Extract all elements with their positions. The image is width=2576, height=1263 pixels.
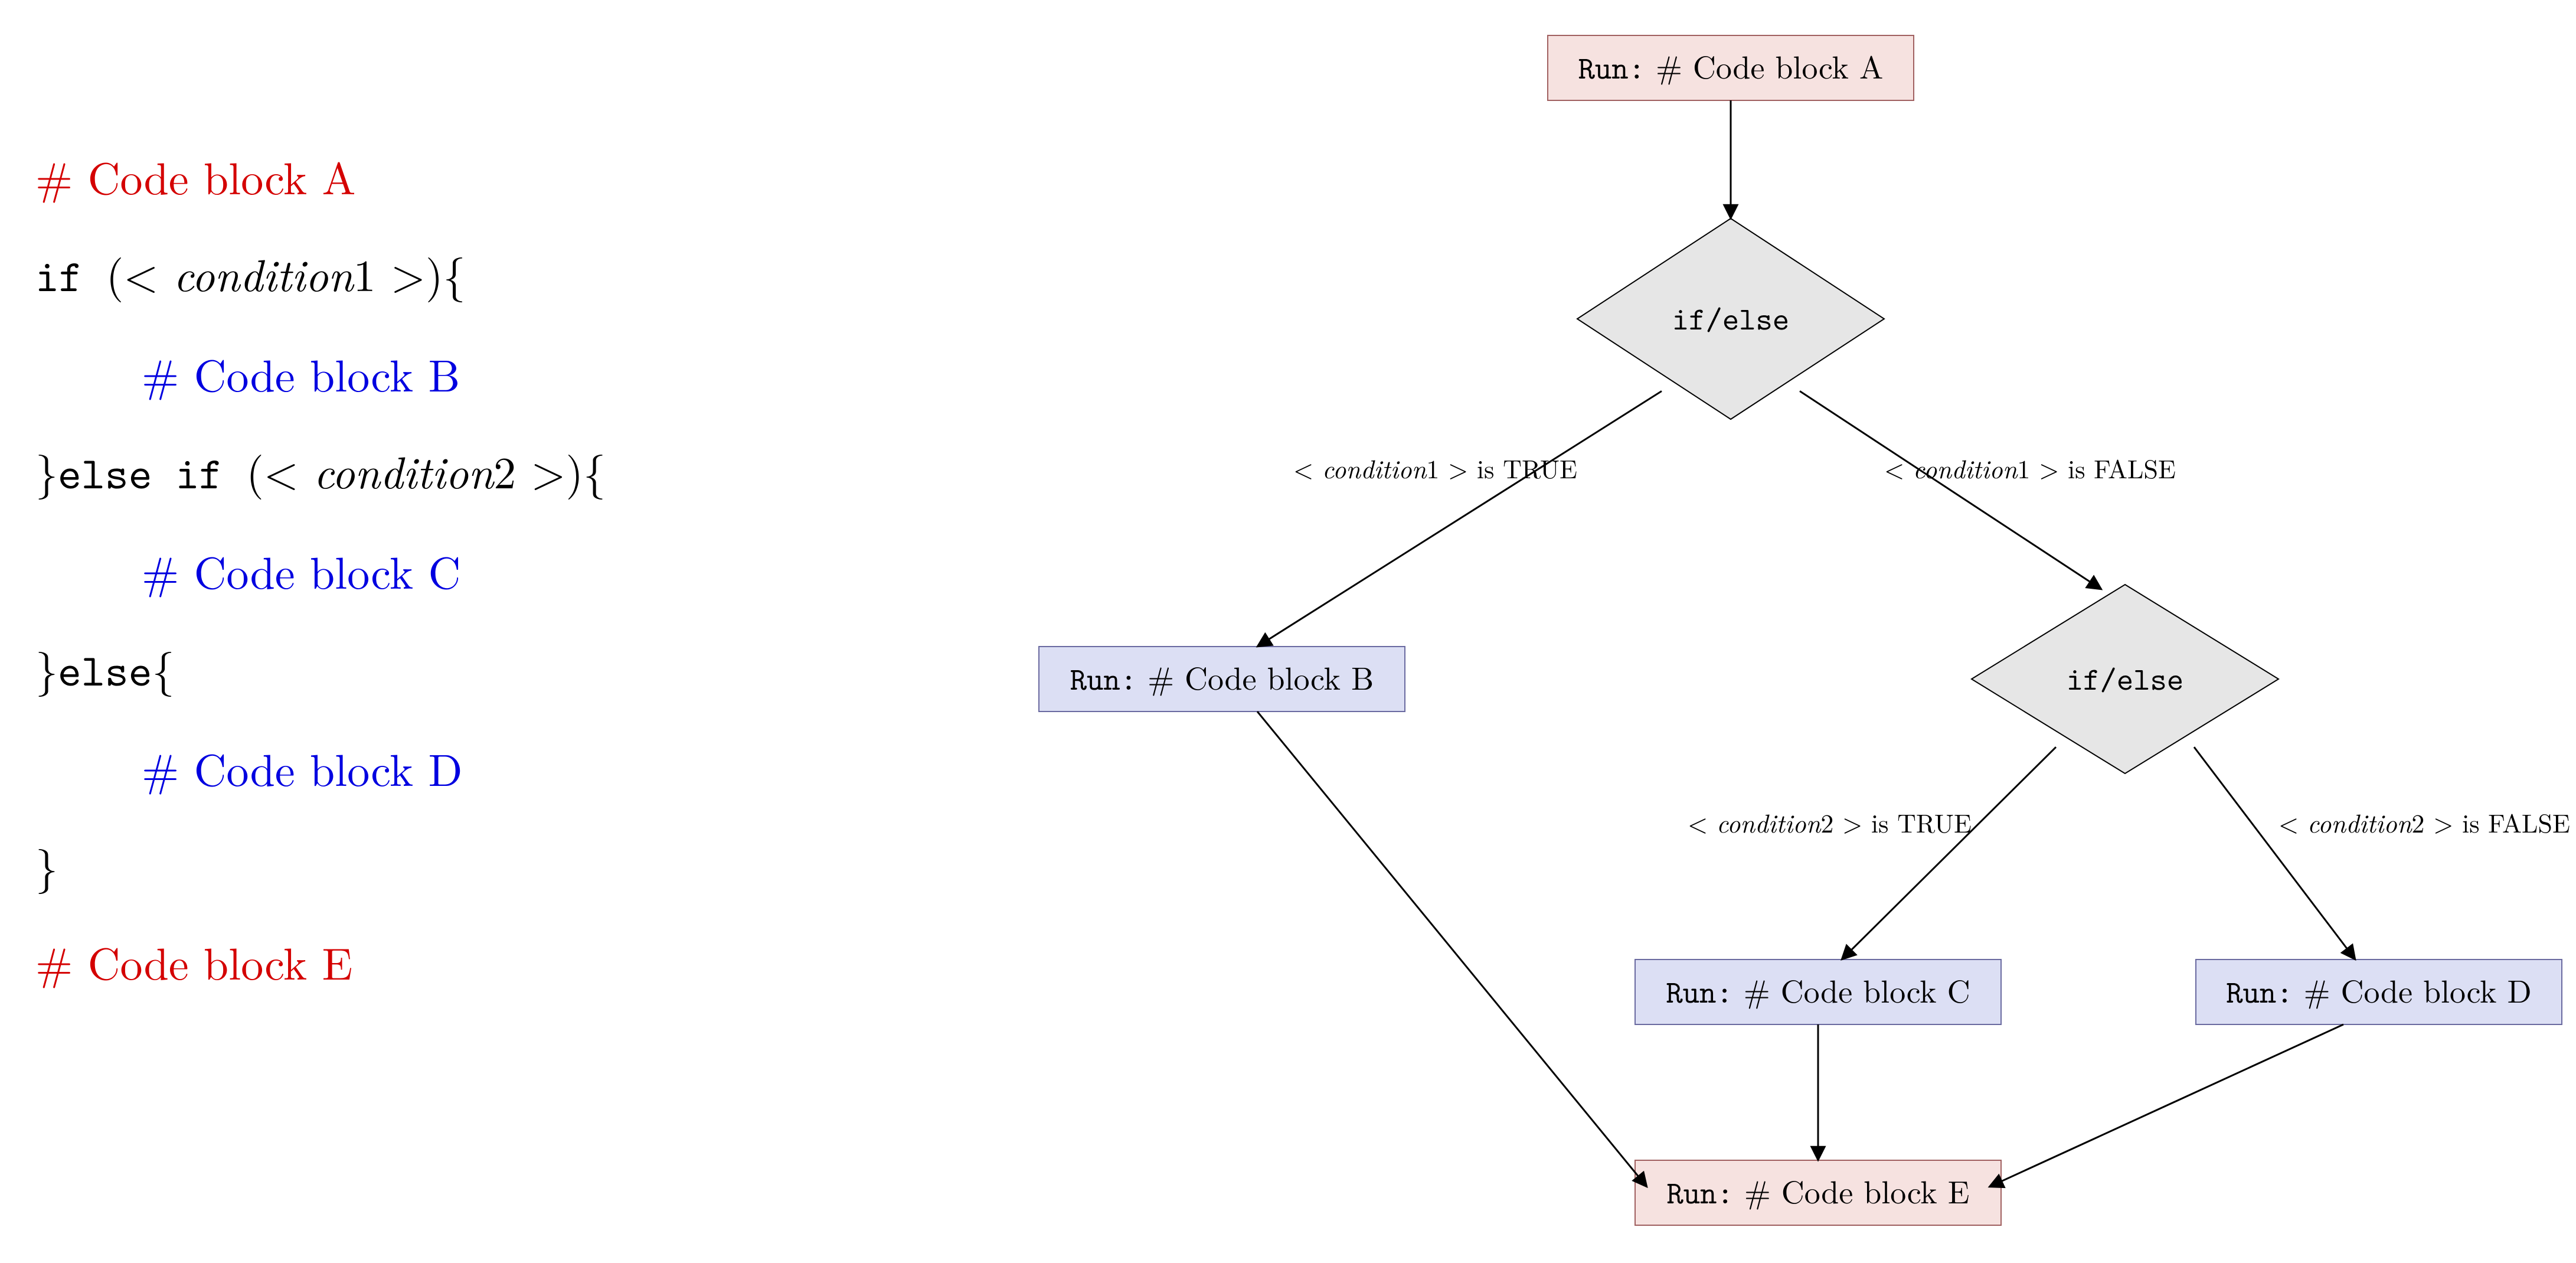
code-line-finalclose: } — [35, 842, 862, 887]
keyword-elseif: else if — [58, 443, 246, 503]
brace-open-2: { — [583, 438, 606, 502]
brace-close-2: } — [35, 635, 58, 699]
paren-close-2: >) — [516, 438, 583, 502]
condition1-num: 1 — [354, 241, 376, 305]
code-line-b: # Code block B — [142, 351, 862, 396]
code-line-else: }else{ — [35, 645, 862, 693]
brace-open: { — [443, 241, 466, 305]
paren-close: >) — [376, 241, 443, 305]
edge-label-cond1-false: < condition1 > is FALSE — [1884, 449, 2176, 486]
page: # Code block A if (< condition1 >){ # Co… — [0, 0, 2576, 1263]
node-a-label: Run: # Code block A — [1578, 43, 1884, 89]
condition1-name: condition — [174, 241, 354, 305]
node-b-label: Run: # Code block B — [1070, 654, 1374, 700]
condition2-name: condition — [313, 438, 493, 502]
paren-open-2: (< — [246, 438, 313, 502]
edge-d-e — [1989, 1024, 2343, 1187]
flowchart-panel: Run: # Code block A Run: # Code block B Ru… — [885, 0, 2576, 1263]
edge-label-cond1-true: < condition1 > is TRUE — [1293, 449, 1577, 486]
code-line-d: # Code block D — [142, 745, 862, 790]
keyword-if: if — [35, 246, 106, 306]
code-line-e: # Code block E — [35, 939, 862, 984]
code-line-a: # Code block A — [35, 154, 862, 198]
paren-open: (< — [106, 241, 174, 305]
edge-label-cond2-true: < condition2 > is TRUE — [1688, 803, 1972, 840]
edge-dec1-dec2 — [1800, 391, 2101, 589]
brace-open-3: { — [152, 635, 175, 699]
condition2-num: 2 — [493, 438, 516, 502]
flowchart-svg: Run: # Code block A Run: # Code block B Ru… — [885, 0, 2576, 1263]
edge-dec2-c — [1842, 747, 2056, 960]
code-line-if: if (< condition1 >){ — [35, 250, 862, 299]
brace-close: } — [35, 438, 58, 502]
node-d-label: Run: # Code block D — [2226, 967, 2532, 1013]
code-line-c: # Code block C — [142, 548, 862, 593]
edge-label-cond2-false: < condition2 > is FALSE — [2278, 803, 2570, 840]
node-e-label: Run: # Code block E — [1666, 1167, 1969, 1214]
keyword-else: else — [58, 641, 152, 700]
edge-dec1-b — [1257, 391, 1662, 647]
code-panel: # Code block A if (< condition1 >){ # Co… — [35, 154, 862, 1036]
node-dec1-label: if/else — [1672, 298, 1789, 340]
edge-dec2-d — [2194, 747, 2355, 960]
edge-b-e — [1257, 712, 1647, 1187]
node-c-label: Run: # Code block C — [1666, 967, 1970, 1013]
node-dec2-label: if/else — [2067, 658, 2183, 700]
code-line-elseif: }else if (< condition2 >){ — [35, 448, 862, 496]
